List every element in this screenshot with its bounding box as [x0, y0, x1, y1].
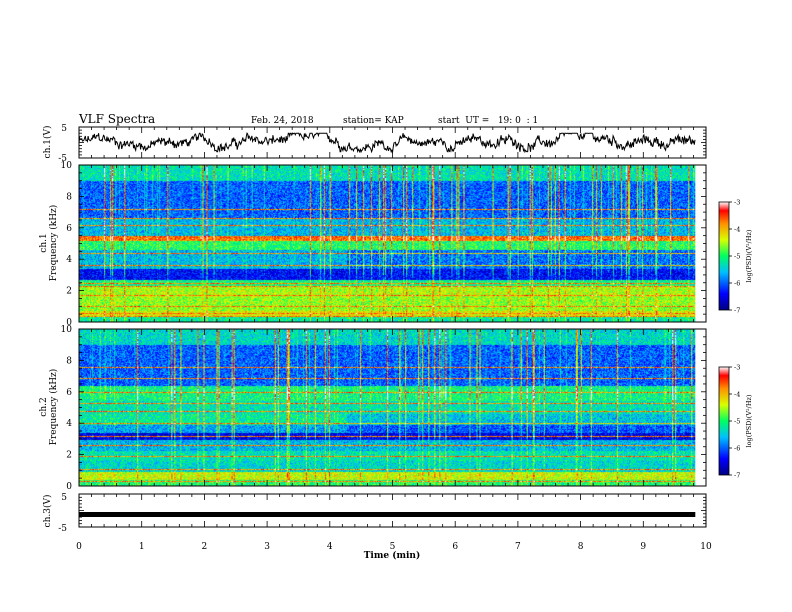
figure-title: VLF Spectra — [78, 112, 155, 126]
ch2-spectrogram-ytick-labels: 0 2 4 6 8 10 — [61, 325, 73, 492]
ch3-waveform-ylabel: ch.3(V) — [42, 495, 53, 528]
spectrogram-ytick-label: 8 — [66, 356, 72, 366]
colorbar-tick-label: -6 — [734, 280, 740, 288]
ch1-waveform-ticks — [78, 126, 707, 159]
x-axis-tick-label: 6 — [452, 542, 458, 552]
ch1-colorbar: -3 -4 -5 -6 -7 log(PSD)(V²/Hz) — [718, 199, 753, 315]
ch1-colorbar-ticks: -3 -4 -5 -6 -7 — [729, 199, 740, 315]
spectrogram-ytick-label: 2 — [66, 287, 72, 297]
spectrogram-ylabel-line: ch.1 — [39, 233, 49, 252]
date-label: Feb. 24, 2018 — [251, 116, 314, 126]
x-axis-tick-label: 9 — [640, 542, 646, 552]
x-axis-tick-label: 2 — [202, 542, 208, 552]
spectrogram-ytick-label: 6 — [66, 388, 72, 398]
colorbar-tick-label: -7 — [734, 472, 740, 480]
ch1-spectrogram-panel: 0 2 4 6 8 10 ch.1Frequency (kHz) — [39, 161, 707, 328]
ch1-waveform-ylabel: ch.1(V) — [42, 126, 53, 159]
ch1-spectrogram-image — [79, 165, 696, 322]
ch3-waveform-panel: 5 -5 ch.3(V) — [42, 493, 707, 534]
x-axis-tick-label: 7 — [515, 542, 521, 552]
ch3-waveform-line — [79, 512, 696, 517]
ch2-colorbar: -3 -4 -5 -6 -7 log(PSD)(V²/Hz) — [718, 364, 753, 480]
ch1-colorbar-gradient — [718, 201, 730, 311]
colorbar-tick-label: -5 — [734, 418, 740, 426]
colorbar-tick-label: -3 — [734, 364, 740, 372]
ch2-colorbar-ticks: -3 -4 -5 -6 -7 — [729, 364, 740, 480]
x-axis-tick-labels: 0 1 2 3 4 5 6 7 8 9 10 — [76, 542, 712, 552]
ch1-colorbar-label: log(PSD)(V²/Hz) — [745, 229, 753, 282]
ch2-spectrogram-ticks — [78, 328, 707, 487]
ch3-waveform-ticks — [78, 493, 707, 528]
spectrogram-ytick-label: 0 — [66, 318, 72, 328]
x-axis-tick-label: 4 — [327, 542, 333, 552]
spectrogram-ytick-label: 4 — [66, 419, 72, 429]
ch1-spectrogram-ticks — [78, 164, 707, 323]
ch1-waveform-line — [78, 132, 696, 154]
colorbar-tick-label: -5 — [734, 253, 740, 261]
x-axis-tick-label: 3 — [264, 542, 270, 552]
spectrogram-ytick-label: 10 — [61, 325, 73, 335]
start-time-label: start UT = 19: 0 : 1 — [438, 116, 538, 126]
ch2-colorbar-gradient — [718, 366, 730, 476]
spectrogram-ylabel-line: Frequency (kHz) — [48, 369, 59, 446]
ch1-waveform-panel: 5 -5 ch.1(V) — [42, 124, 707, 164]
x-axis-label: Time (min) — [364, 550, 421, 561]
colorbar-tick-label: -6 — [734, 445, 740, 453]
ch3-ytick-top: 5 — [61, 493, 67, 503]
spectrogram-ytick-label: 4 — [66, 255, 72, 265]
spectrogram-ylabel-line: ch.2 — [39, 397, 49, 416]
ch3-ytick-bottom: -5 — [58, 524, 67, 534]
colorbar-tick-label: -3 — [734, 199, 740, 207]
x-axis-tick-label: 8 — [578, 542, 584, 552]
ch2-spectrogram-ylabel: ch.2Frequency (kHz) — [39, 369, 59, 446]
ch2-spectrogram-panel: 0 2 4 6 8 10 ch.2Frequency (kHz) — [39, 325, 707, 492]
x-axis-tick-label: 5 — [390, 542, 396, 552]
spectrogram-ytick-label: 6 — [66, 224, 72, 234]
ch2-colorbar-label: log(PSD)(V²/Hz) — [745, 394, 753, 447]
ch1-ytick-top: 5 — [61, 124, 67, 134]
ch1-spectrogram-ytick-labels: 0 2 4 6 8 10 — [61, 161, 73, 328]
spectrogram-ytick-label: 0 — [66, 482, 72, 492]
ch2-spectrogram-image — [79, 329, 696, 486]
station-label: station= KAP — [343, 116, 404, 126]
colorbar-tick-label: -4 — [734, 226, 740, 234]
spectrogram-ytick-label: 8 — [66, 192, 72, 202]
ch1-spectrogram-ylabel: ch.1Frequency (kHz) — [39, 205, 59, 282]
colorbar-tick-label: -4 — [734, 391, 740, 399]
x-axis-tick-label: 10 — [700, 542, 712, 552]
colorbar-tick-label: -7 — [734, 307, 740, 315]
spectrogram-ytick-label: 10 — [61, 161, 73, 171]
spectrogram-ytick-label: 2 — [66, 451, 72, 461]
x-axis-tick-label: 1 — [139, 542, 145, 552]
x-axis-tick-label: 0 — [76, 542, 82, 552]
spectrogram-ylabel-line: Frequency (kHz) — [48, 205, 59, 282]
ch1-ytick-bottom: -5 — [58, 154, 67, 164]
